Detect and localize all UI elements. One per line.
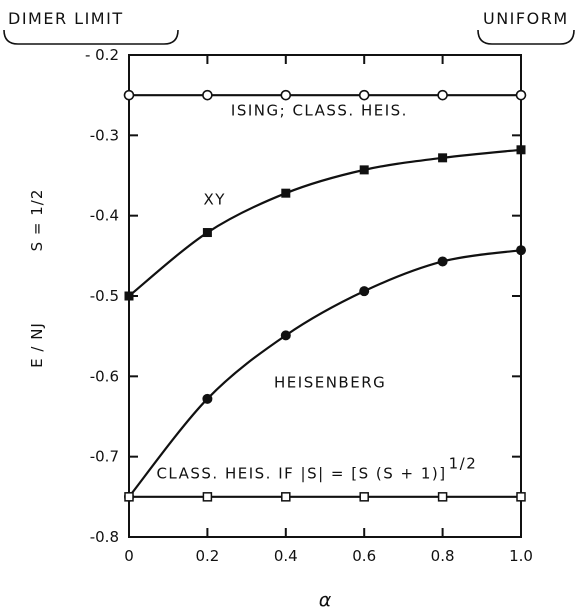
data-point-filled-square bbox=[202, 228, 212, 238]
data-point-open-circle bbox=[123, 89, 135, 101]
chart-annotations: ISING; CLASS. HEIS. XY HEISENBERG CLASS. HE… bbox=[156, 101, 478, 482]
uniform-brace bbox=[477, 29, 575, 45]
data-point-open-square bbox=[516, 492, 526, 502]
annotation-1: XY bbox=[203, 190, 225, 208]
top-label-uniform: UNIFORM bbox=[483, 9, 569, 28]
data-point-filled-circle bbox=[202, 393, 213, 404]
x-tick-label: 0.6 bbox=[352, 547, 376, 565]
x-tick-label: 0.2 bbox=[195, 547, 219, 565]
y-tick-label: -0.4 bbox=[90, 207, 119, 225]
y-tick-label: -0.3 bbox=[90, 126, 119, 144]
data-point-open-square bbox=[359, 492, 369, 502]
y-axis-spin-label: S = 1/2 bbox=[28, 189, 46, 252]
data-point-open-circle bbox=[202, 89, 213, 101]
data-point-filled-square bbox=[438, 153, 448, 163]
data-point-open-square bbox=[124, 492, 134, 502]
annotation-superscript: 1/2 bbox=[449, 454, 478, 472]
data-point-filled-square bbox=[281, 188, 291, 198]
data-point-filled-circle bbox=[280, 330, 291, 341]
annotation-0: ISING; CLASS. HEIS. bbox=[231, 101, 408, 119]
y-tick-label: -0.8 bbox=[90, 528, 119, 546]
data-point-filled-circle bbox=[516, 245, 526, 256]
data-point-open-square bbox=[281, 492, 291, 502]
data-point-filled-square bbox=[359, 165, 369, 175]
x-tick-label: 0.8 bbox=[431, 547, 455, 565]
data-point-filled-circle bbox=[437, 256, 448, 267]
series-curves bbox=[128, 94, 522, 498]
data-point-filled-square bbox=[124, 291, 134, 301]
dimer-limit-brace bbox=[3, 29, 179, 45]
annotation-3: CLASS. HEIS. IF |S| = [S (S + 1)] bbox=[156, 464, 446, 482]
top-label-dimer-limit: DIMER LIMIT bbox=[8, 9, 124, 28]
y-axis-title: E / NJ bbox=[28, 322, 46, 368]
data-point-open-square bbox=[437, 492, 448, 502]
data-point-open-circle bbox=[437, 89, 448, 101]
series-markers bbox=[123, 89, 527, 502]
y-tick-label: -0.7 bbox=[90, 448, 119, 466]
x-tick-label: 0 bbox=[124, 547, 134, 565]
data-point-filled-square bbox=[516, 145, 526, 155]
axis-ticks bbox=[128, 54, 522, 538]
x-tick-label: 0.4 bbox=[274, 547, 298, 565]
x-axis-title: α bbox=[319, 589, 332, 609]
annotation-2: HEISENBERG bbox=[274, 374, 386, 392]
data-point-open-circle bbox=[280, 89, 292, 101]
y-tick-label: -0.5 bbox=[90, 287, 119, 305]
data-point-filled-circle bbox=[359, 286, 370, 297]
data-point-open-square bbox=[202, 492, 213, 502]
data-point-open-circle bbox=[358, 89, 370, 101]
axis-tick-labels: 0 0.2 0.4 0.6 0.8 1.0 - 0.2 -0.3 -0.4 -0.5 -0.6 -0.… bbox=[85, 46, 533, 565]
data-point-open-circle bbox=[515, 89, 527, 101]
y-tick-label: -0.6 bbox=[90, 367, 119, 385]
series-line-1 bbox=[128, 148, 522, 297]
x-tick-label: 1.0 bbox=[509, 547, 533, 565]
y-tick-label: - 0.2 bbox=[85, 46, 119, 64]
